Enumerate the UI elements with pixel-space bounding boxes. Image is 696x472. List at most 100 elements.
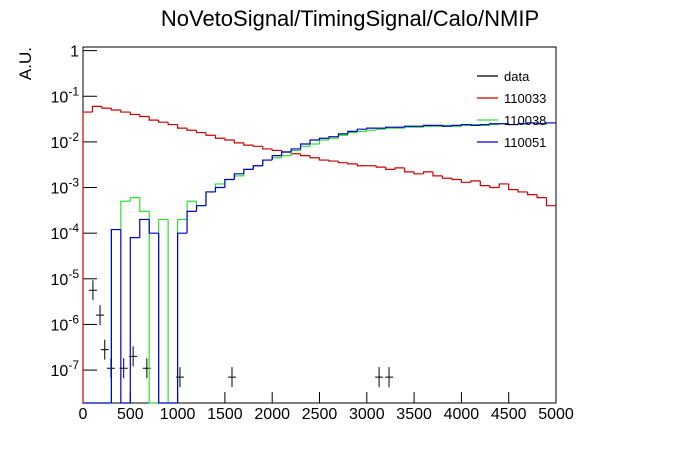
histogram-bin xyxy=(337,133,348,137)
histogram-bin xyxy=(139,218,150,238)
histogram-bin xyxy=(120,229,131,404)
data-point xyxy=(96,305,105,326)
histogram-bin xyxy=(243,142,254,146)
histogram-bin xyxy=(489,185,500,189)
histogram-bin xyxy=(158,120,169,123)
histogram-bin xyxy=(479,180,490,187)
histogram-bin xyxy=(224,178,235,188)
histogram-bin xyxy=(195,205,206,212)
histogram-bin xyxy=(366,127,377,130)
histogram-bin xyxy=(366,129,377,132)
x-tick-label: 4500 xyxy=(491,406,527,423)
histogram-bin xyxy=(470,180,481,183)
histogram-bin xyxy=(404,167,415,173)
histogram-bin xyxy=(470,124,481,126)
histogram-bin xyxy=(385,126,396,129)
histogram-bin xyxy=(177,232,188,403)
histogram-bin xyxy=(271,155,282,161)
histogram-bin xyxy=(110,108,121,111)
histogram-bin xyxy=(441,175,452,179)
data-point xyxy=(88,280,97,301)
legend-label: data xyxy=(504,69,530,84)
histogram-bin xyxy=(252,165,263,170)
histogram-bin xyxy=(129,236,140,403)
histogram-bin xyxy=(309,155,320,159)
histogram-bin xyxy=(318,137,329,141)
histogram-bin xyxy=(328,136,339,139)
histogram-bin xyxy=(508,123,519,126)
data-point xyxy=(385,367,394,388)
histogram-bin xyxy=(347,162,358,165)
histogram-bin xyxy=(148,211,159,404)
histogram-bin xyxy=(281,151,292,156)
histogram-bin xyxy=(517,123,528,125)
histogram-bin xyxy=(139,197,150,212)
histogram-bin xyxy=(422,124,434,127)
histogram-bin xyxy=(82,111,93,403)
histogram-bin xyxy=(252,145,263,147)
x-tick-label: 500 xyxy=(117,406,144,423)
x-tick-label: 4000 xyxy=(444,406,480,423)
histogram-bin xyxy=(299,143,311,149)
histogram-bin xyxy=(139,114,150,118)
histogram-bin xyxy=(347,130,358,134)
histogram-bin xyxy=(262,159,273,166)
x-tick-label: 3500 xyxy=(396,406,432,423)
data-point xyxy=(100,339,109,360)
histogram-bin xyxy=(148,219,159,234)
histogram-bin xyxy=(290,148,301,153)
histogram-bin xyxy=(432,171,443,177)
legend-label: 110051 xyxy=(504,135,546,150)
histogram-bin xyxy=(489,123,500,125)
histogram-bin xyxy=(205,191,216,206)
histogram-bin xyxy=(460,123,471,126)
histogram-bin xyxy=(422,171,434,174)
histogram-bin xyxy=(271,148,282,152)
histogram-bin xyxy=(527,122,538,124)
histogram-bin xyxy=(205,132,216,136)
histogram-bin xyxy=(498,183,509,188)
histogram-bin xyxy=(299,153,311,157)
histogram-bin xyxy=(545,197,556,207)
histogram-bin xyxy=(404,125,415,128)
histogram-bin xyxy=(356,128,367,132)
y-axis-label: A.U. xyxy=(16,47,35,80)
histogram-bin xyxy=(262,146,273,150)
histogram-bin xyxy=(460,179,471,183)
histogram-bin xyxy=(441,125,452,127)
histogram-bin xyxy=(167,122,178,126)
x-tick-label: 1500 xyxy=(207,406,243,423)
histogram-bin xyxy=(328,160,339,162)
histogram-bin xyxy=(536,122,547,125)
histogram-bin xyxy=(385,167,396,170)
x-tick-label: 2500 xyxy=(302,406,338,423)
histogram-bin xyxy=(233,173,244,180)
histogram-bin xyxy=(148,116,159,121)
histogram-bin xyxy=(195,130,206,134)
histogram-bin xyxy=(527,191,538,196)
histogram-bin xyxy=(233,140,244,144)
histogram-bin xyxy=(214,186,225,192)
histogram-bin xyxy=(545,122,556,124)
histogram-bin xyxy=(186,128,197,131)
histogram-bin xyxy=(508,183,519,191)
histogram-bin xyxy=(337,161,348,164)
x-tick-label: 3000 xyxy=(349,406,385,423)
histogram-bin xyxy=(536,194,547,199)
histogram-bin xyxy=(129,197,140,202)
x-tick-label: 1000 xyxy=(160,406,196,423)
histogram-bin xyxy=(356,163,367,167)
histogram-bin xyxy=(214,135,225,139)
data-point xyxy=(227,367,236,388)
histogram-bin xyxy=(375,165,386,168)
histogram-bin xyxy=(91,105,102,113)
histogram-bin xyxy=(309,139,320,144)
histogram-bin xyxy=(129,112,140,116)
histogram-bin xyxy=(413,171,424,175)
histogram-bin xyxy=(224,138,235,141)
chart-title: NoVetoSignal/TimingSignal/Calo/NMIP xyxy=(161,6,539,31)
histogram-bin xyxy=(186,210,197,234)
histogram-bin xyxy=(451,124,462,127)
